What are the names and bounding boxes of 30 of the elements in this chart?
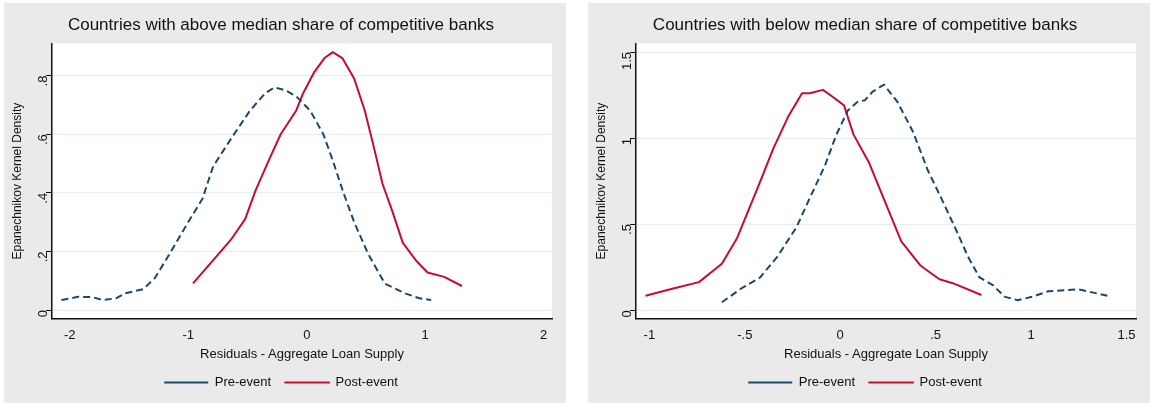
y-tick-label: .8 [34,75,50,87]
y-tick-label: 0 [618,310,634,318]
y-axis-title: Epanechnikov Kernel Density [9,102,24,260]
x-tick-label: 0 [836,327,844,343]
y-tick-label: 0 [34,310,50,318]
x-tick-label: 1 [1027,327,1035,343]
x-tick-label: -1 [643,327,656,343]
x-axis-title: Residuals - Aggregate Loan Supply [200,345,405,361]
x-tick-label: 2 [540,327,548,343]
x-tick-label: -.5 [737,327,753,343]
y-tick-label: .6 [34,134,50,146]
x-tick-label: 1.5 [1117,327,1136,343]
x-axis-title: Residuals - Aggregate Loan Supply [784,345,989,361]
legend-label: Post-event [335,374,399,390]
chart-title: Countries with above median share of competitive banks [67,14,495,34]
y-tick-label: .2 [34,251,50,263]
x-tick-label: -2 [63,327,76,343]
legend-label: Pre-event [798,374,856,390]
x-tick-label: 1 [421,327,429,343]
legend-label: Pre-event [214,374,272,390]
y-tick-label: .4 [34,192,50,204]
y-tick-label: .5 [618,224,634,235]
y-axis-title: Epanechnikov Kernel Density [593,102,608,260]
x-tick-label: 0 [303,327,311,343]
x-tick-label: -1 [182,327,195,343]
y-tick-label: 1 [618,138,634,146]
chart-title: Countries with below median share of competitive banks [652,14,1078,34]
y-tick-label: 1.5 [618,52,634,71]
legend-label: Post-event [919,374,983,390]
x-tick-label: .5 [930,327,942,343]
